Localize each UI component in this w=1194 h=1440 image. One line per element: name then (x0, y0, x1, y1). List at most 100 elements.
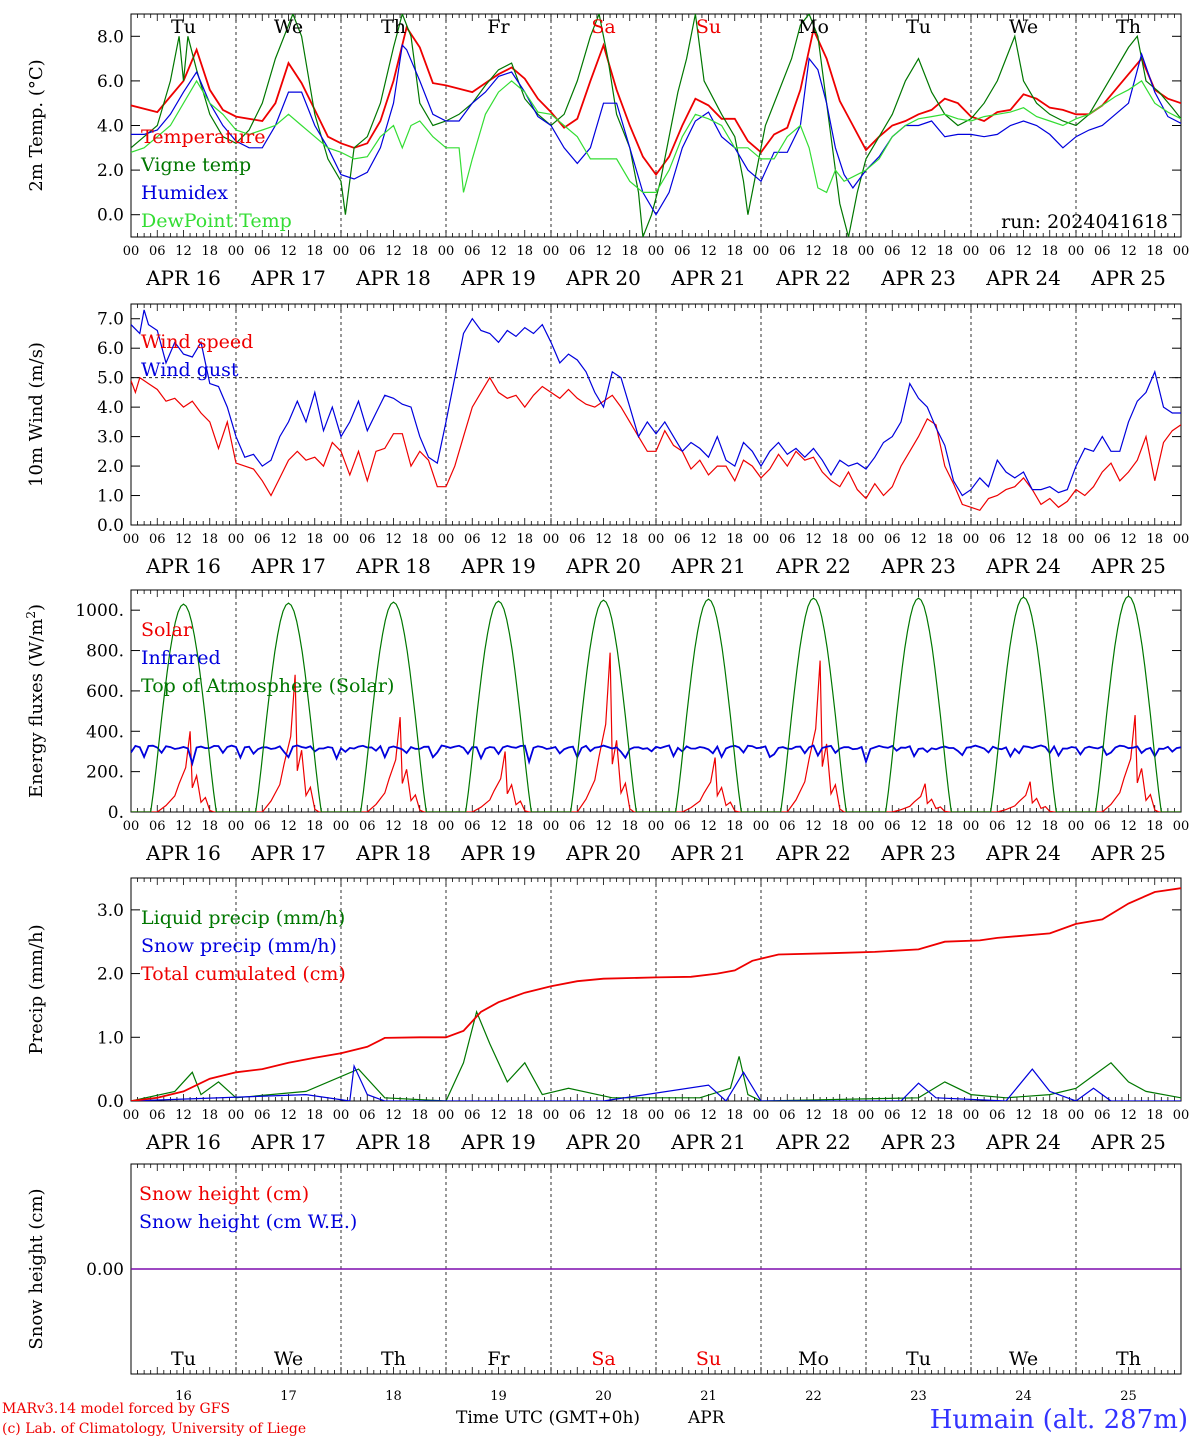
panel-2: 0.0 1.0 2.0 3.0 4.0 5.0 6.0 7.0 10m Wind (m/s) Wi… (26, 303, 1190, 578)
hour-tick-label: 18 (726, 244, 743, 259)
weekday-label: Fr (487, 16, 510, 38)
hour-tick-label: 06 (464, 819, 481, 834)
hour-tick-label: 06 (254, 1108, 271, 1123)
weekday-label: Su (696, 1348, 721, 1370)
date-label: APR 24 (985, 266, 1061, 290)
hour-tick-label: 00 (123, 244, 140, 259)
hour-tick-label: 00 (858, 244, 875, 259)
day-number-label: 18 (385, 1389, 402, 1404)
hour-tick-label: 18 (411, 532, 428, 547)
hour-tick-label: 00 (1173, 532, 1190, 547)
y-tick-label: 400. (86, 722, 124, 742)
month-label: APR (687, 1408, 726, 1428)
hour-tick-label: 18 (411, 1108, 428, 1123)
weekday-label: We (274, 1348, 303, 1370)
y-tick-label: 4.0 (97, 117, 124, 137)
hour-tick-label: 18 (726, 1108, 743, 1123)
series-line-temperature (131, 25, 1181, 177)
series-line-total-cumulated-cm- (131, 887, 1181, 1101)
hour-tick-label: 00 (858, 1108, 875, 1123)
hour-tick-label: 00 (123, 819, 140, 834)
hour-tick-label: 18 (831, 244, 848, 259)
date-label: APR 19 (460, 554, 536, 578)
y-tick-label: 2.0 (97, 965, 124, 985)
hour-tick-label: 12 (175, 1108, 192, 1123)
hour-tick-label: 00 (333, 244, 350, 259)
weekday-label: Th (1116, 1348, 1141, 1370)
hour-tick-label: 12 (1120, 1108, 1137, 1123)
y-tick-label: 1000. (75, 601, 124, 621)
hour-tick-label: 12 (385, 532, 402, 547)
date-label: APR 16 (145, 1130, 221, 1154)
hour-tick-label: 00 (753, 1108, 770, 1123)
date-label: APR 24 (985, 554, 1061, 578)
legend-entry: Snow height (cm W.E.) (139, 1211, 357, 1233)
hour-tick-label: 00 (1068, 1108, 1085, 1123)
y-tick-label: 0.0 (97, 1092, 124, 1112)
hour-tick-label: 12 (910, 1108, 927, 1123)
hour-tick-label: 12 (595, 819, 612, 834)
hour-tick-label: 00 (1068, 244, 1085, 259)
hour-tick-label: 12 (595, 1108, 612, 1123)
hour-tick-label: 18 (621, 1108, 638, 1123)
weekday-label: Th (381, 16, 406, 38)
hour-tick-label: 06 (989, 1108, 1006, 1123)
hour-tick-label: 00 (438, 1108, 455, 1123)
hour-tick-label: 18 (306, 1108, 323, 1123)
series-group (131, 14, 1181, 237)
hour-tick-label: 06 (989, 532, 1006, 547)
y-tick-label: 3.0 (97, 901, 124, 921)
y-tick-label: 0.0 (97, 206, 124, 226)
weekday-label: Th (381, 1348, 406, 1370)
hour-tick-label: 18 (516, 819, 533, 834)
hour-tick-label: 06 (779, 244, 796, 259)
date-label: APR 20 (565, 841, 641, 865)
hour-tick-label: 12 (595, 532, 612, 547)
hour-tick-label: 00 (1173, 244, 1190, 259)
hour-tick-label: 18 (306, 244, 323, 259)
series-group (131, 887, 1181, 1101)
weekday-label: Sa (591, 16, 615, 38)
hour-tick-label: 00 (543, 819, 560, 834)
hour-tick-label: 06 (359, 1108, 376, 1123)
hour-tick-label: 06 (779, 1108, 796, 1123)
series-group (131, 595, 1181, 812)
hour-tick-label: 18 (1041, 244, 1058, 259)
series-group (131, 309, 1181, 512)
date-label: APR 18 (355, 266, 431, 290)
hour-tick-label: 12 (385, 244, 402, 259)
hour-tick-label: 06 (989, 244, 1006, 259)
date-label: APR 23 (880, 1130, 956, 1154)
series-line-infrared (131, 744, 1181, 767)
hour-tick-label: 06 (1094, 532, 1111, 547)
hour-tick-label: 18 (936, 532, 953, 547)
y-tick-label: 5.0 (97, 369, 124, 389)
hour-tick-label: 12 (1120, 532, 1137, 547)
day-number-label: 20 (595, 1389, 612, 1404)
hour-tick-label: 06 (359, 819, 376, 834)
hour-tick-label: 18 (1146, 1108, 1163, 1123)
legend-entry: Liquid precip (mm/h) (141, 907, 345, 929)
hour-tick-label: 00 (228, 819, 245, 834)
weekday-label: Tu (906, 1348, 931, 1370)
hour-tick-label: 06 (569, 244, 586, 259)
y-tick-label: 800. (86, 642, 124, 662)
hour-tick-label: 06 (464, 1108, 481, 1123)
date-label: APR 22 (775, 266, 851, 290)
date-label: APR 25 (1090, 554, 1166, 578)
hour-tick-label: 06 (674, 1108, 691, 1123)
day-number-label: 25 (1120, 1389, 1137, 1404)
hour-tick-label: 06 (464, 244, 481, 259)
hour-tick-label: 00 (333, 532, 350, 547)
date-label: APR 25 (1090, 1130, 1166, 1154)
time-axis-label: Time UTC (GMT+0h) (456, 1408, 640, 1428)
date-label: APR 24 (985, 1130, 1061, 1154)
hour-tick-label: 00 (228, 1108, 245, 1123)
hour-tick-label: 18 (831, 1108, 848, 1123)
footer-credit-line: (c) Lab. of Climatology, University of L… (2, 1421, 306, 1437)
hour-tick-label: 00 (543, 244, 560, 259)
date-label: APR 18 (355, 841, 431, 865)
hour-tick-label: 06 (1094, 244, 1111, 259)
hour-tick-label: 18 (411, 244, 428, 259)
hour-tick-label: 06 (569, 1108, 586, 1123)
